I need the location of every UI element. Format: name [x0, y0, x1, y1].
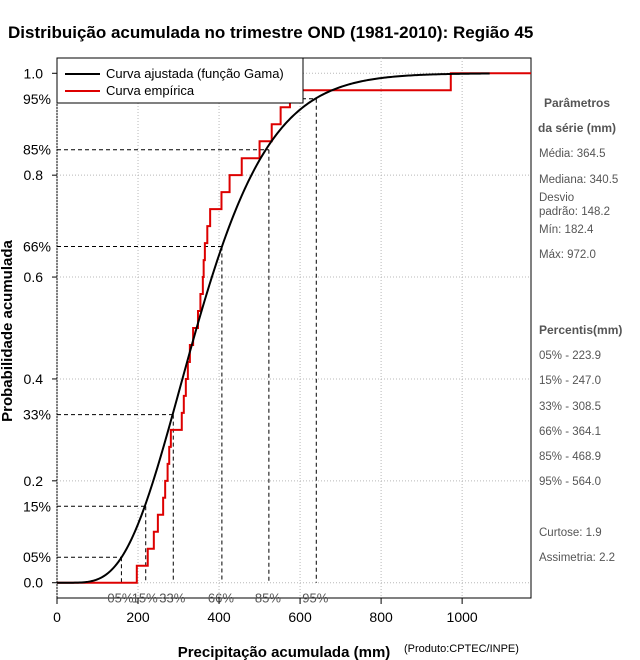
percentile-x-label: 85%: [255, 590, 281, 605]
x-tick-label: 200: [126, 609, 150, 625]
percentile-x-label: 15%: [132, 590, 158, 605]
stat-max: Máx: 972.0: [539, 249, 596, 261]
percentile-x-label: 33%: [159, 590, 185, 605]
params-title-2: da série (mm): [538, 121, 616, 135]
legend: Curva ajustada (função Gama) Curva empír…: [56, 57, 304, 104]
y-tick-label: 0.0: [24, 575, 44, 591]
stat-assimetria: Assimetria: 2.2: [539, 552, 615, 564]
percentile-guides: 05%15% 33% 66% 85% 95%: [57, 98, 329, 605]
stat-curtose: Curtose: 1.9: [539, 527, 602, 539]
plot-frame: [56, 57, 532, 599]
y-tick-label: 0.6: [24, 269, 44, 285]
stat-min: Mín: 182.4: [539, 224, 594, 236]
empirical-step-curve: [57, 72, 531, 584]
percentile-15: 15% - 247.0: [539, 375, 601, 387]
percentile-05: 05% - 223.9: [539, 350, 601, 362]
percentile-85: 85% - 468.9: [539, 451, 601, 463]
percentile-y-label: 15%: [23, 498, 51, 514]
stat-mediana: Mediana: 340.5: [539, 174, 618, 186]
axes: 05%15%33%66%85%95%0 200 400 600 800 10000.00.…: [23, 65, 478, 625]
chart-title: Distribuição acumulada no trimestre OND …: [8, 23, 533, 42]
percentis-title: Percentis(mm): [539, 323, 622, 337]
percentile-x-label: 05%: [107, 590, 133, 605]
x-axis-title: Precipitação acumulada (mm): [178, 644, 391, 660]
y-tick-label: 1.0: [24, 65, 44, 81]
percentile-y-label: 33%: [23, 407, 51, 423]
y-tick-label: 0.4: [24, 371, 44, 387]
stat-media: Média: 364.5: [539, 148, 606, 160]
percentile-33: 33% - 308.5: [539, 401, 601, 413]
legend-label-empirical: Curva empírica: [106, 83, 195, 98]
percentile-y-label: 05%: [23, 549, 51, 565]
legend-label-gamma: Curva ajustada (função Gama): [106, 66, 284, 81]
series-layer: [57, 72, 531, 584]
stat-desvio-1: Desvio: [539, 192, 574, 204]
x-tick-label: 1000: [447, 609, 478, 625]
side-panel: Parâmetros da série (mm) Média: 364.5 Me…: [538, 96, 622, 564]
y-tick-label: 0.2: [24, 473, 44, 489]
credit-text: (Produto:CPTEC/INPE): [404, 643, 519, 655]
y-tick-label: 0.8: [24, 167, 44, 183]
grid: [56, 58, 531, 598]
percentile-95: 95% - 564.0: [539, 476, 601, 488]
percentile-x-label: 95%: [302, 590, 328, 605]
y-axis-title: Probabilidade acumulada: [0, 239, 16, 421]
params-title-1: Parâmetros: [544, 96, 610, 110]
stat-desvio-2: padrão: 148.2: [539, 206, 610, 218]
percentile-66: 66% - 364.1: [539, 426, 601, 438]
gamma-fitted-curve: [57, 72, 490, 584]
x-tick-label: 800: [369, 609, 393, 625]
percentile-y-label: 85%: [23, 142, 51, 158]
x-tick-label: 400: [207, 609, 231, 625]
legend-box: [56, 57, 304, 104]
percentile-y-label: 66%: [23, 238, 51, 254]
percentile-x-label: 66%: [208, 590, 234, 605]
x-tick-label: 600: [288, 609, 312, 625]
percentile-y-label: 95%: [23, 91, 51, 107]
x-tick-label: 0: [53, 609, 61, 625]
